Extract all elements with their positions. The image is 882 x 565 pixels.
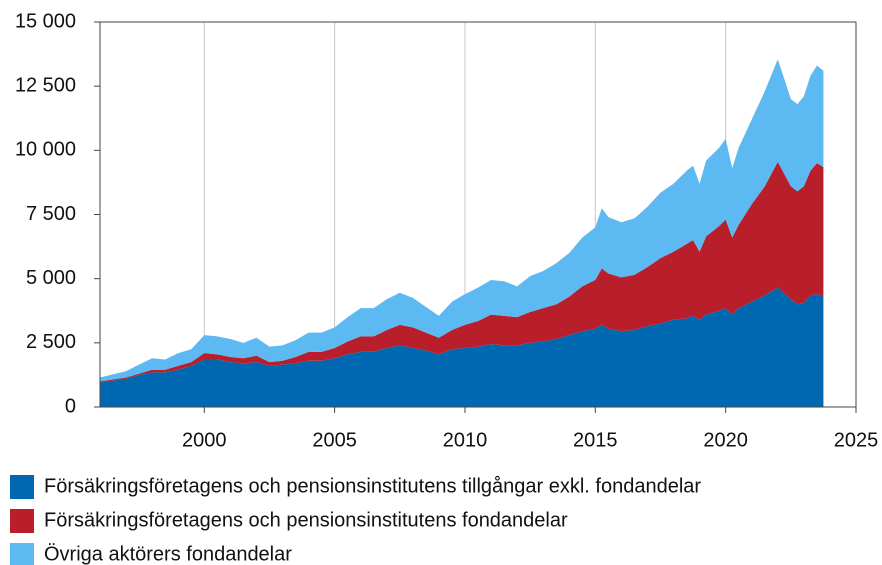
legend-swatch (10, 543, 34, 565)
area (100, 59, 824, 382)
legend-swatch (10, 475, 34, 499)
y-tick-label: 15 000 (15, 10, 76, 32)
y-tick-label: 5 000 (26, 267, 76, 289)
x-tick-label: 2005 (312, 429, 357, 451)
legend-swatch (10, 509, 34, 533)
y-tick-label: 2 500 (26, 331, 76, 353)
x-tick-label: 2000 (182, 429, 227, 451)
legend-label: Försäkringsföretagens och pensionsinstit… (44, 509, 568, 531)
y-tick-label: 10 000 (15, 139, 76, 161)
x-tick-label: 2010 (443, 429, 488, 451)
x-tick-label: 2025 (834, 429, 879, 451)
legend-label: Försäkringsföretagens och pensionsinstit… (44, 475, 701, 497)
area (100, 287, 824, 407)
y-tick-label: 7 500 (26, 203, 76, 225)
legend-label: Övriga aktörers fondandelar (44, 543, 292, 565)
y-tick-label: 12 500 (15, 74, 76, 96)
y-tick-label: 0 (65, 395, 76, 417)
x-tick-label: 2020 (703, 429, 748, 451)
x-tick-label: 2015 (573, 429, 618, 451)
area (100, 161, 824, 383)
